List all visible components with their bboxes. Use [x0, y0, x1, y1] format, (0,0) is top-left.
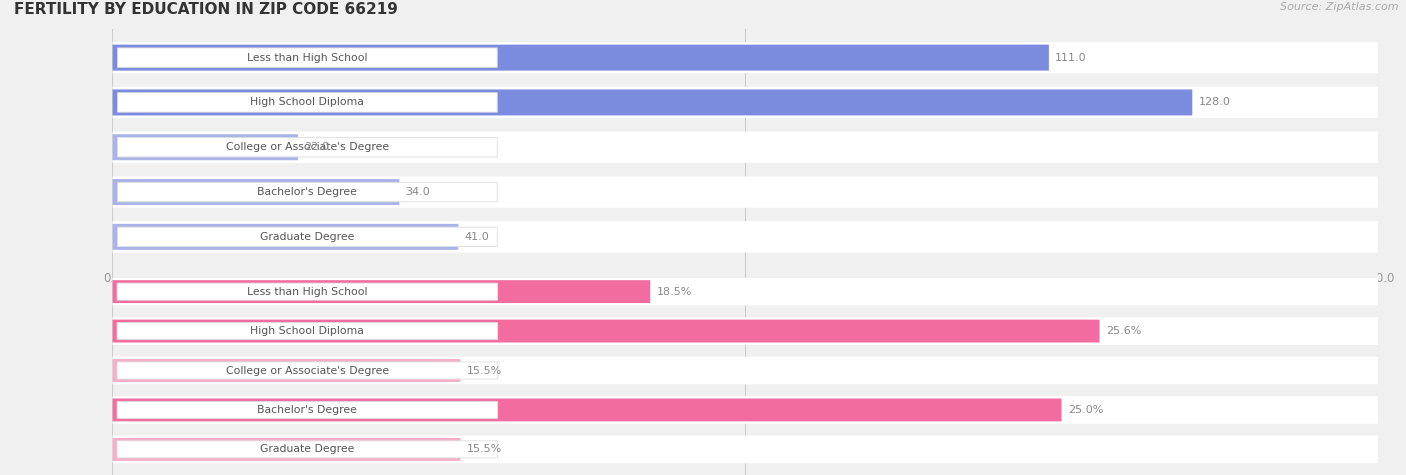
Text: High School Diploma: High School Diploma: [250, 97, 364, 107]
FancyBboxPatch shape: [118, 138, 498, 157]
FancyBboxPatch shape: [117, 283, 498, 300]
FancyBboxPatch shape: [117, 323, 498, 340]
FancyBboxPatch shape: [112, 134, 298, 160]
FancyBboxPatch shape: [118, 182, 498, 202]
Text: 15.5%: 15.5%: [467, 445, 502, 455]
Text: 128.0: 128.0: [1198, 97, 1230, 107]
FancyBboxPatch shape: [112, 280, 650, 303]
FancyBboxPatch shape: [112, 132, 1378, 163]
FancyBboxPatch shape: [112, 221, 1378, 253]
Text: College or Associate's Degree: College or Associate's Degree: [226, 142, 389, 152]
Text: Graduate Degree: Graduate Degree: [260, 232, 354, 242]
Text: FERTILITY BY EDUCATION IN ZIP CODE 66219: FERTILITY BY EDUCATION IN ZIP CODE 66219: [14, 2, 398, 18]
Text: 15.5%: 15.5%: [467, 365, 502, 376]
FancyBboxPatch shape: [118, 48, 498, 67]
FancyBboxPatch shape: [112, 278, 1378, 305]
Text: 34.0: 34.0: [406, 187, 430, 197]
FancyBboxPatch shape: [112, 359, 461, 382]
Text: Graduate Degree: Graduate Degree: [260, 445, 354, 455]
FancyBboxPatch shape: [118, 93, 498, 112]
FancyBboxPatch shape: [117, 441, 498, 458]
FancyBboxPatch shape: [112, 436, 1378, 463]
FancyBboxPatch shape: [118, 227, 498, 247]
FancyBboxPatch shape: [112, 399, 1062, 421]
FancyBboxPatch shape: [112, 320, 1099, 342]
Text: Less than High School: Less than High School: [247, 53, 367, 63]
Text: College or Associate's Degree: College or Associate's Degree: [226, 365, 389, 376]
Text: 111.0: 111.0: [1054, 53, 1087, 63]
FancyBboxPatch shape: [112, 396, 1378, 424]
FancyBboxPatch shape: [112, 179, 399, 205]
FancyBboxPatch shape: [117, 401, 498, 418]
FancyBboxPatch shape: [112, 45, 1049, 71]
Text: 25.0%: 25.0%: [1069, 405, 1104, 415]
FancyBboxPatch shape: [112, 357, 1378, 384]
FancyBboxPatch shape: [112, 317, 1378, 345]
FancyBboxPatch shape: [112, 438, 461, 461]
FancyBboxPatch shape: [112, 224, 458, 250]
Text: 41.0: 41.0: [464, 232, 489, 242]
Text: 18.5%: 18.5%: [657, 286, 692, 296]
Text: Source: ZipAtlas.com: Source: ZipAtlas.com: [1281, 2, 1399, 12]
Text: High School Diploma: High School Diploma: [250, 326, 364, 336]
Text: Bachelor's Degree: Bachelor's Degree: [257, 187, 357, 197]
Text: 22.0: 22.0: [304, 142, 329, 152]
FancyBboxPatch shape: [112, 42, 1378, 73]
FancyBboxPatch shape: [112, 87, 1378, 118]
Text: Bachelor's Degree: Bachelor's Degree: [257, 405, 357, 415]
Text: Less than High School: Less than High School: [247, 286, 367, 296]
FancyBboxPatch shape: [112, 176, 1378, 208]
FancyBboxPatch shape: [117, 362, 498, 379]
FancyBboxPatch shape: [112, 89, 1192, 115]
Text: 25.6%: 25.6%: [1105, 326, 1142, 336]
